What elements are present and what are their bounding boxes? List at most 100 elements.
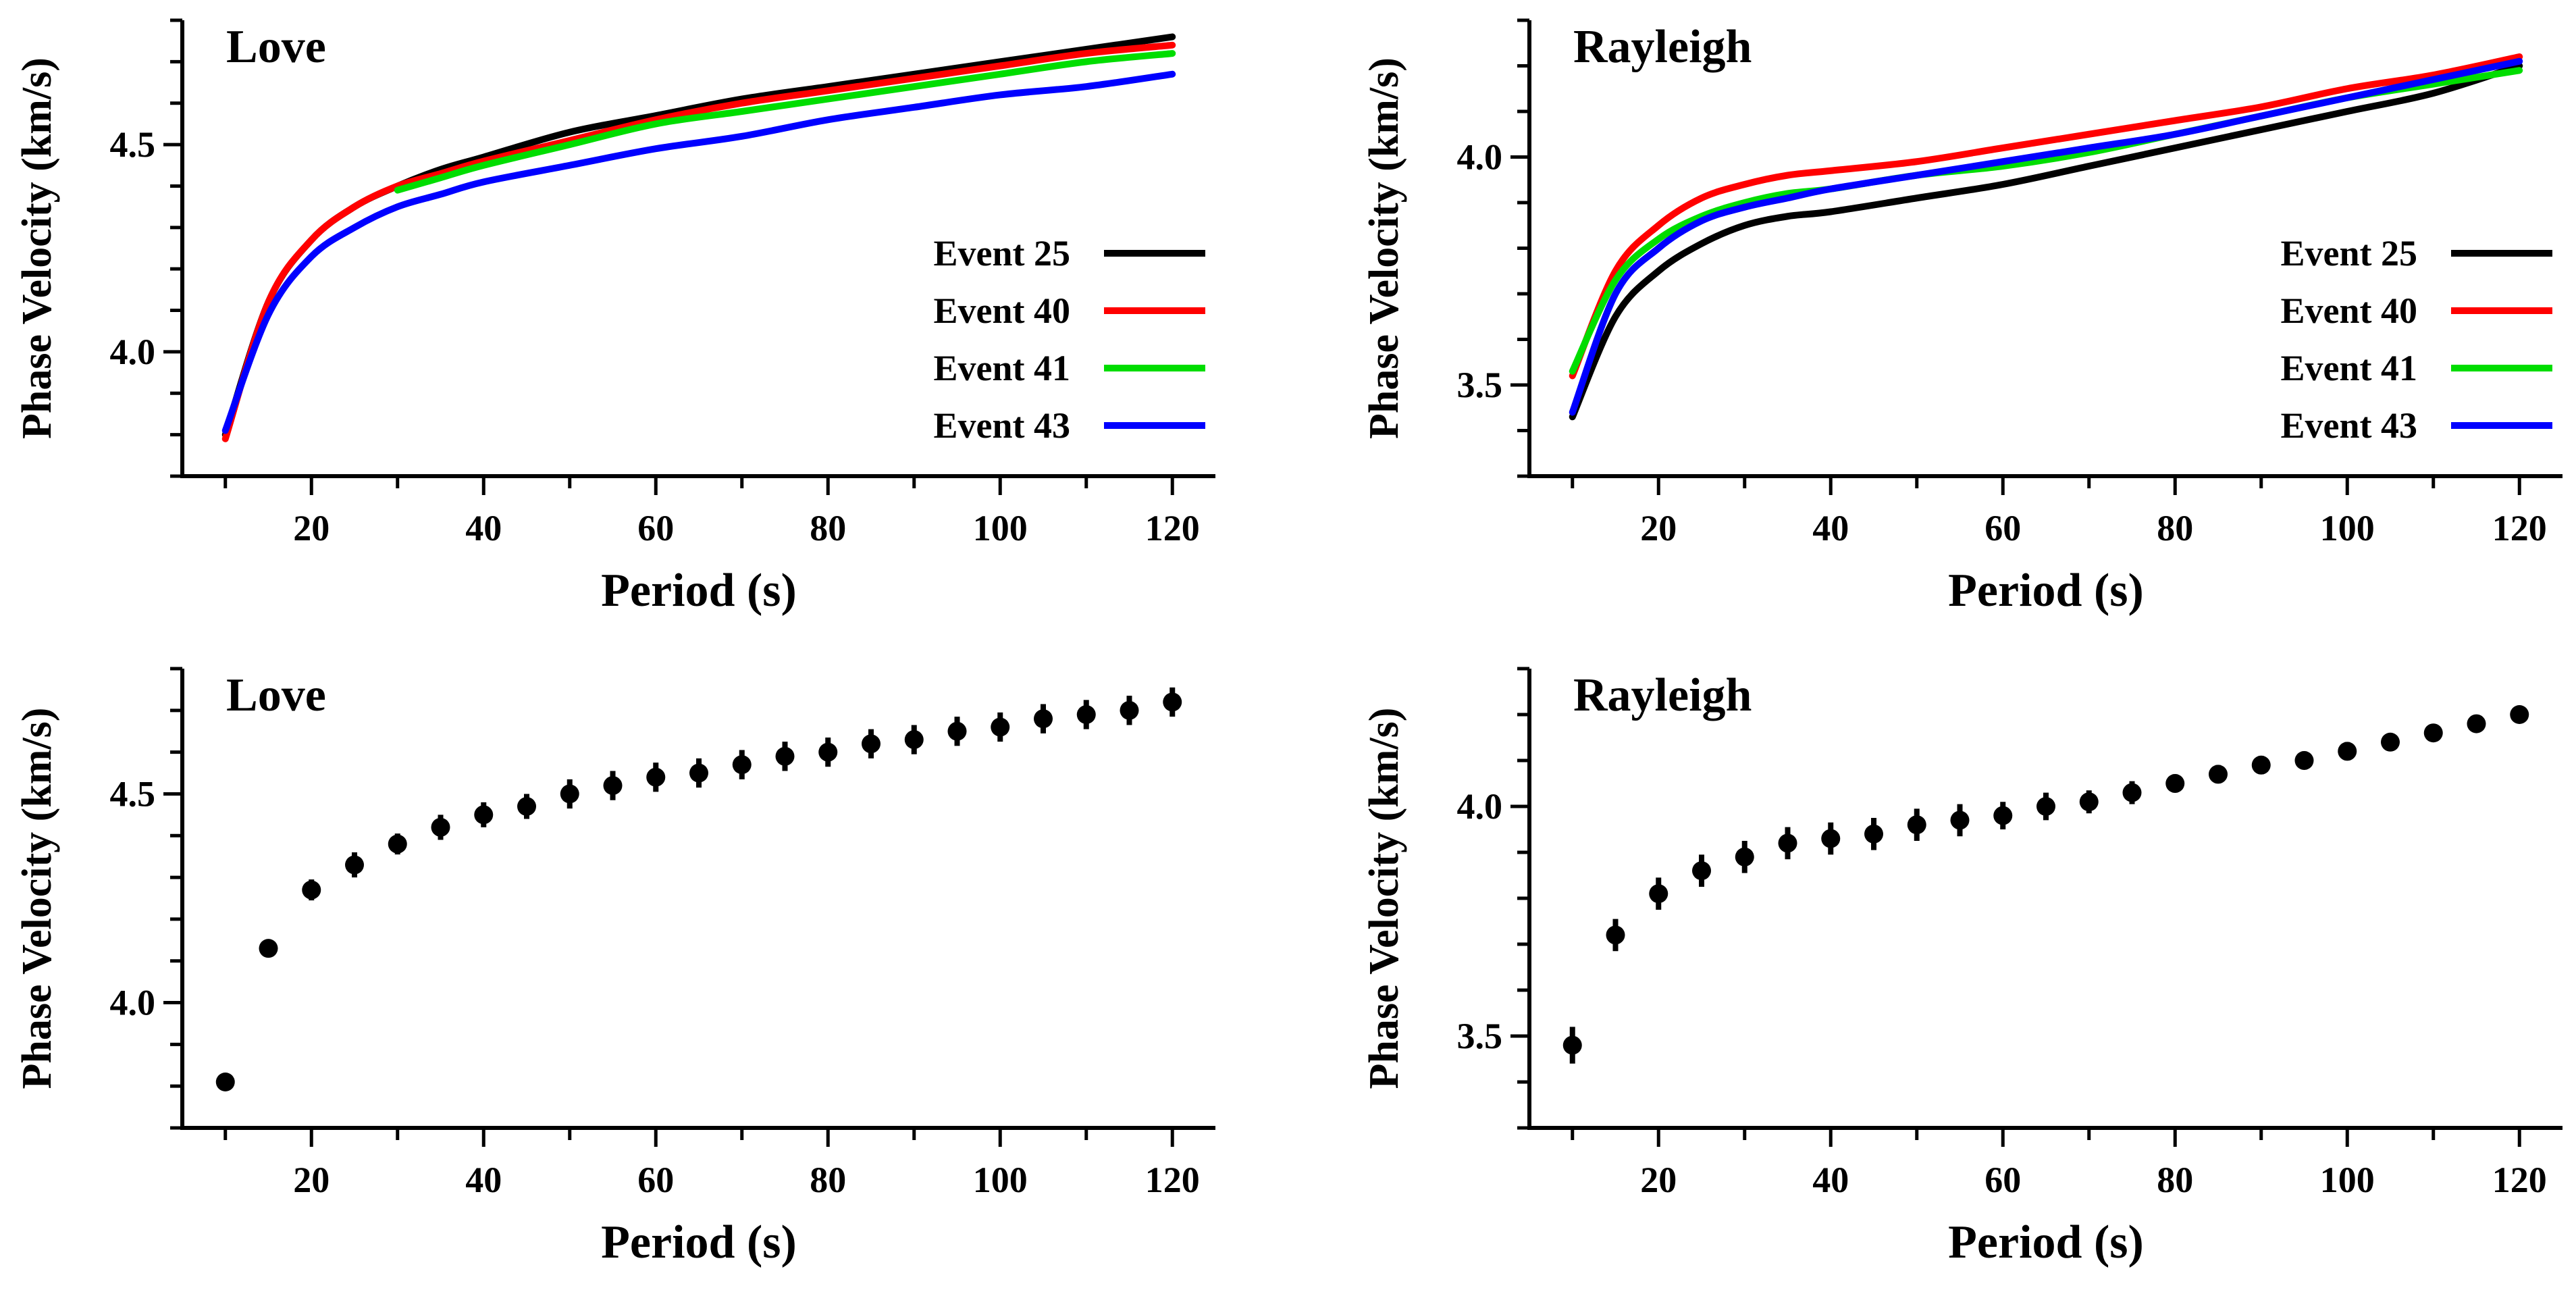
x-tick-label: 120 (2492, 508, 2547, 548)
x-tick-label: 120 (2492, 1160, 2547, 1200)
panel-title: Rayleigh (1573, 21, 1752, 73)
x-tick-label: 20 (1640, 1160, 1677, 1200)
data-point (1562, 1035, 1582, 1055)
data-point (689, 763, 708, 783)
y-tick-label: 4.0 (110, 332, 156, 372)
data-point (1649, 884, 1668, 904)
panel-title: Rayleigh (1573, 669, 1752, 721)
x-tick-label: 100 (2320, 508, 2375, 548)
x-tick-label: 100 (973, 1160, 1028, 1200)
data-point (1735, 847, 1754, 867)
data-point (603, 776, 623, 796)
x-tick-label: 80 (2157, 1160, 2193, 1200)
data-point (2467, 714, 2486, 733)
x-tick-label: 120 (1145, 508, 1200, 548)
y-tick-label: 4.5 (110, 773, 156, 814)
data-point (1606, 925, 1625, 945)
legend-label: Event 43 (934, 405, 1071, 446)
panel-title: Love (226, 21, 326, 73)
x-tick-label: 120 (1145, 1160, 1200, 1200)
data-point (259, 939, 278, 958)
data-point (431, 817, 450, 837)
y-tick-label: 4.0 (110, 983, 156, 1023)
legend-label: Event 25 (2281, 233, 2418, 274)
data-point (775, 746, 795, 766)
data-point (345, 855, 364, 875)
data-point (2122, 783, 2142, 802)
data-point (2165, 774, 2185, 793)
data-point (388, 834, 407, 854)
x-tick-label: 40 (465, 1160, 502, 1200)
data-point (2510, 705, 2529, 724)
x-axis-label: Period (s) (601, 565, 797, 617)
x-tick-label: 80 (2157, 508, 2193, 548)
x-tick-label: 60 (637, 508, 674, 548)
data-point (1076, 705, 1096, 724)
x-axis-label: Period (s) (1948, 1216, 2144, 1268)
legend-label: Event 40 (2281, 290, 2418, 331)
x-tick-label: 100 (2320, 1160, 2375, 1200)
panel-love-curves: 20 40 60 80 100 120 4.0 4.5 Love Period (s) Phase … (14, 18, 1215, 617)
data-point (215, 1073, 235, 1091)
data-point (1778, 833, 1797, 853)
data-point (2338, 742, 2357, 761)
data-point (947, 721, 967, 741)
data-point (2209, 765, 2228, 784)
data-point (2294, 751, 2314, 770)
x-axis-label: Period (s) (1948, 565, 2144, 617)
legend-label: Event 25 (934, 233, 1071, 274)
data-point (2423, 723, 2443, 743)
panel-love-measurements: 20 40 60 80 100 120 4.0 4.5 Love Period (s) Phase … (14, 667, 1215, 1268)
data-point (2251, 755, 2271, 775)
data-point (646, 767, 666, 787)
x-tick-label: 80 (810, 508, 846, 548)
x-tick-label: 20 (293, 1160, 330, 1200)
data-point (818, 742, 838, 762)
panel-rayleigh-measurements: 20 40 60 80 100 120 3.5 4.0 Rayleigh Period (s) Ph… (1361, 667, 2562, 1268)
legend-label: Event 41 (934, 348, 1071, 388)
series-line-event-43 (221, 70, 1176, 434)
data-point (474, 805, 494, 825)
x-tick-label: 60 (1984, 1160, 2021, 1200)
legend-label: Event 41 (2281, 348, 2418, 388)
data-point (1864, 824, 1883, 844)
data-point (1163, 692, 1182, 712)
y-tick-label: 3.5 (1457, 365, 1503, 405)
data-point (991, 717, 1010, 737)
series-line-event-43 (1569, 57, 2523, 416)
data-point (1120, 700, 1139, 720)
panel-rayleigh-curves: 20 40 60 80 100 120 3.5 4.0 Rayleigh Period (s) Ph… (1361, 18, 2562, 617)
data-point (1993, 806, 2013, 825)
data-point (1692, 861, 1711, 881)
x-tick-label: 20 (293, 508, 330, 548)
data-point (2036, 797, 2055, 816)
panel-title: Love (226, 669, 326, 721)
y-tick-label: 4.0 (1457, 786, 1503, 827)
series-line-event-25 (1569, 62, 2523, 421)
data-point (1950, 810, 1970, 830)
data-point (2079, 792, 2099, 812)
data-point (904, 730, 924, 750)
data-point (1907, 815, 1926, 835)
y-tick-label: 3.5 (1457, 1016, 1503, 1056)
series-line-event-40 (1569, 53, 2523, 380)
x-tick-label: 100 (973, 508, 1028, 548)
series-line-event-40 (221, 41, 1176, 442)
x-tick-label: 40 (1812, 508, 1849, 548)
data-point (560, 784, 579, 804)
y-axis-label: Phase Velocity (km/s) (14, 57, 60, 439)
y-axis-label: Phase Velocity (km/s) (14, 708, 60, 1089)
y-tick-label: 4.5 (110, 124, 156, 165)
y-tick-label: 4.0 (1457, 137, 1503, 178)
data-point (1034, 709, 1053, 729)
data-point (862, 734, 880, 754)
x-tick-label: 20 (1640, 508, 1677, 548)
legend-label: Event 43 (2281, 405, 2418, 446)
x-tick-label: 60 (637, 1160, 674, 1200)
data-point (517, 797, 536, 816)
data-point (2381, 732, 2400, 752)
y-axis-label: Phase Velocity (km/s) (1361, 57, 1407, 439)
x-tick-label: 40 (1812, 1160, 1849, 1200)
legend-label: Event 40 (934, 290, 1071, 331)
